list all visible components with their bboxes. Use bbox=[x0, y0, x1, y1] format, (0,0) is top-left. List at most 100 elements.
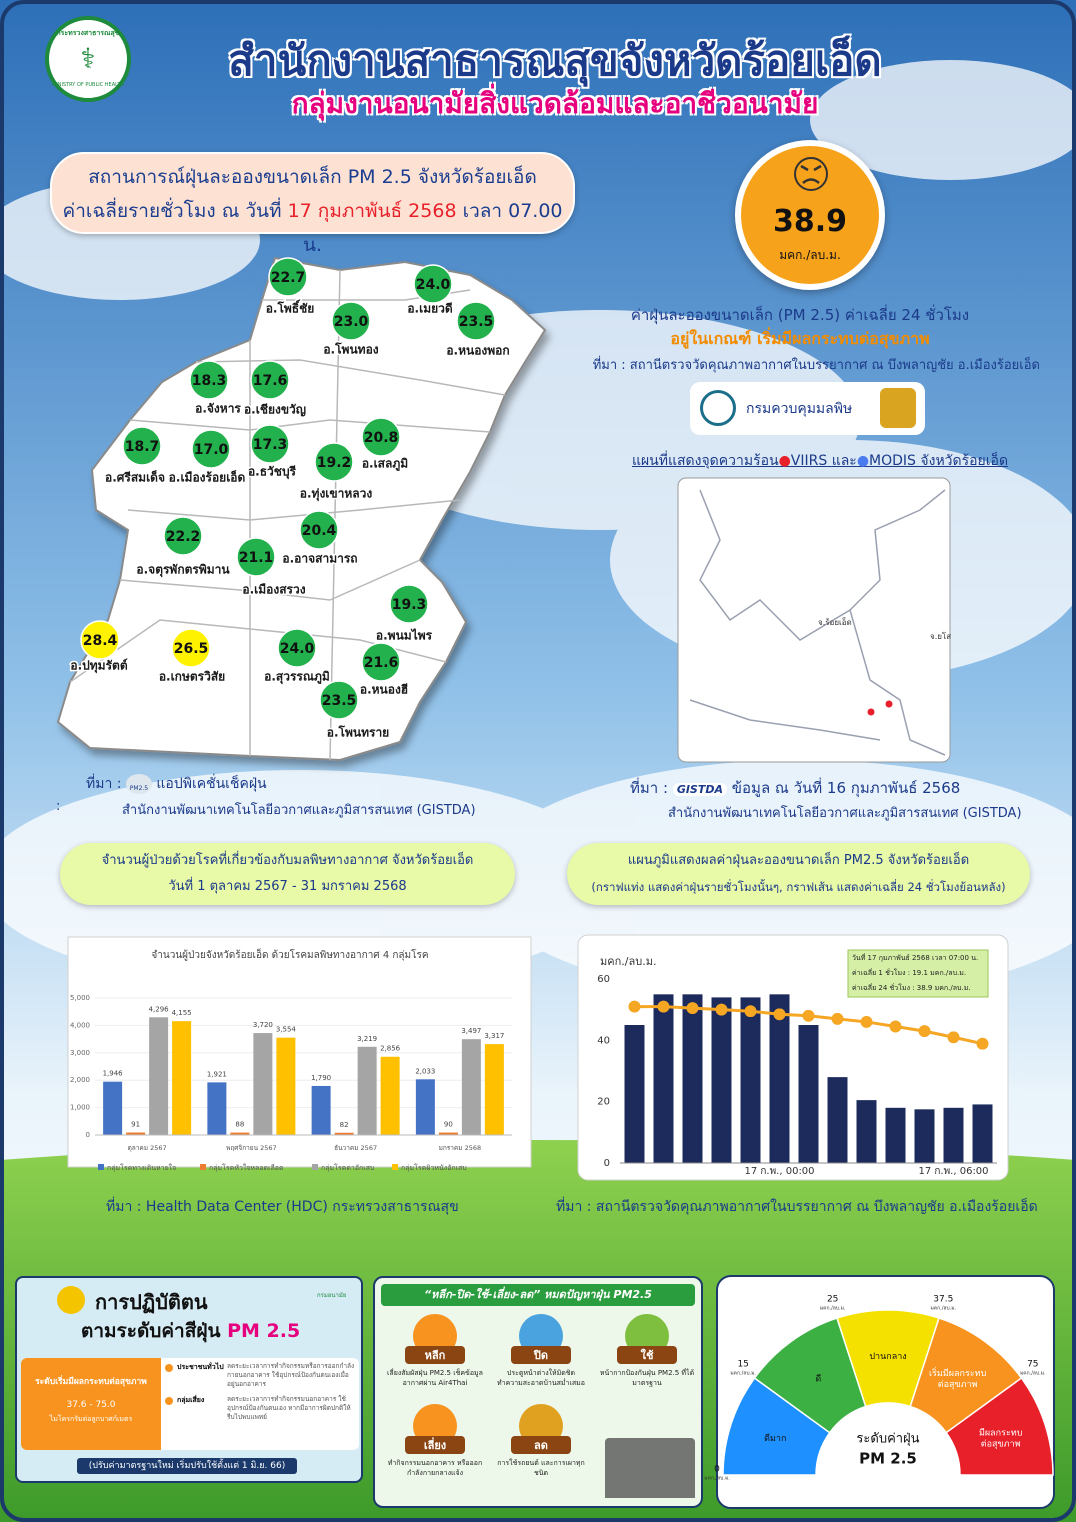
district-name: อ.โพนทอง bbox=[323, 342, 378, 357]
aqi-description: ค่าฝุ่นละอองขนาดเล็ก (PM 2.5) ค่าเฉลี่ย … bbox=[630, 306, 970, 324]
gauge-tick-unit: มคก./ลบ.ม. bbox=[930, 1305, 956, 1311]
mascot bbox=[57, 1286, 85, 1314]
district-name: อ.เชียงขวัญ bbox=[244, 403, 306, 417]
legend-label: กลุ่มโรคหัวใจหลอดเลือด bbox=[209, 1163, 284, 1172]
hotspot bbox=[867, 708, 875, 716]
value-label: 3,317 bbox=[484, 1032, 504, 1040]
district-name: อ.สุวรรณภูมิ bbox=[264, 670, 330, 685]
district-marker bbox=[171, 628, 211, 668]
annotation: วันที่ 17 กุมภาพันธ์ 2568 เวลา 07:00 น. bbox=[852, 953, 978, 962]
bar bbox=[126, 1132, 146, 1135]
district-marker bbox=[268, 257, 308, 297]
bar bbox=[334, 1132, 354, 1135]
gauge-tick: 25 bbox=[827, 1294, 838, 1304]
guide-footer: (ปรับค่ามาตรฐานใหม่ เริ่มปรับใช้ตั้งแต่ … bbox=[77, 1458, 297, 1474]
value-label: 3,720 bbox=[253, 1021, 273, 1029]
aqi-unit: มคก./ลบ.ม. bbox=[779, 248, 841, 262]
guide-title: การปฏิบัติตน bbox=[95, 1290, 208, 1314]
district-name: อ.ปทุมรัตต์ bbox=[70, 659, 127, 674]
guide-panel: การปฏิบัติตน ตามระดับค่าสีฝุ่น PM 2.5 กร… bbox=[15, 1276, 363, 1483]
district-marker bbox=[331, 301, 371, 341]
text: จังหวัดร้อยเอ็ด bbox=[920, 453, 1009, 469]
hotspot-source: ที่มา : GISTDA ข้อมูล ณ วันที่ 16 กุมภาพ… bbox=[630, 776, 960, 800]
group: ประชาชนทั่วไป ลดระยะเวลาการทำกิจกรรมหรือก… bbox=[165, 1362, 355, 1389]
district-marker bbox=[189, 360, 229, 400]
info-box bbox=[847, 949, 989, 998]
app-icon: PM2.5 bbox=[125, 774, 152, 794]
situation-box: สถานการณ์ฝุ่นละอองขนาดเล็ก PM 2.5 จังหวั… bbox=[50, 152, 575, 256]
gauge-subtitle: PM 2.5 bbox=[859, 1450, 917, 1468]
gauge-segment bbox=[945, 1376, 1054, 1476]
hotspot-map bbox=[677, 477, 951, 763]
bar bbox=[943, 1107, 964, 1163]
district-name: อ.เมยวดี bbox=[407, 302, 453, 316]
level-range: 37.6 - 75.0 bbox=[66, 1400, 116, 1410]
aqi-value: 38.9 bbox=[772, 204, 848, 239]
district-marker bbox=[163, 516, 203, 556]
value-label: 82 bbox=[340, 1121, 349, 1129]
tip-text: เลี่ยงสัมผัสฝุ่น PM2.5 เช็คข้อมูลอากาศผ่… bbox=[387, 1369, 483, 1387]
bar bbox=[380, 1056, 400, 1135]
group-dot bbox=[165, 1364, 173, 1372]
district-value: 24.0 bbox=[416, 277, 451, 293]
heading-line: จำนวนผู้ป่วยด้วยโรคที่เกี่ยวข้องกับมลพิษ… bbox=[101, 853, 474, 868]
bar bbox=[769, 994, 790, 1163]
value-label: 2,033 bbox=[415, 1067, 435, 1075]
hotspot-title: แผนที่แสดงจุดความร้อน●VIIRS และ●MODIS จั… bbox=[600, 450, 1040, 472]
district-marker bbox=[299, 510, 339, 550]
bar bbox=[276, 1037, 296, 1135]
tip-keyword: หลีก bbox=[405, 1346, 465, 1364]
line bbox=[628, 1000, 989, 1050]
hotspot bbox=[885, 700, 893, 708]
x-tick-label: 17 ก.พ., 06:00 bbox=[918, 1166, 988, 1177]
y-axis-label: มคก./ลบ.ม. bbox=[600, 955, 656, 968]
aqi-badge: 38.9 มคก./ลบ.ม. bbox=[735, 140, 885, 290]
district-name: อ.หนองพอก bbox=[446, 344, 509, 358]
pm-heading: แผนภูมิแสดงผลค่าฝุ่นละอองขนาดเล็ก PM2.5 … bbox=[567, 843, 1030, 905]
value-label: 3,497 bbox=[461, 1027, 481, 1035]
district-marker bbox=[413, 264, 453, 304]
group-name: ประชาชนทั่วไป bbox=[177, 1363, 224, 1371]
district-marker bbox=[250, 424, 290, 464]
district-value: 17.3 bbox=[253, 437, 288, 453]
text: ข้อมูล ณ วันที่ 16 กุมภาพันธ์ 2568 bbox=[731, 779, 961, 797]
text: และ bbox=[831, 453, 857, 469]
tip-icon: ลด bbox=[511, 1404, 571, 1454]
logo-symbol: ⚕ bbox=[80, 42, 96, 75]
logo: กระทรวงสาธารณสุข ⚕ MINISTRY OF PUBLIC HE… bbox=[45, 16, 131, 102]
pcd-logo bbox=[700, 390, 736, 426]
gauge-level: ดีมาก bbox=[764, 1433, 786, 1444]
legend-label: กลุ่มโรคผิวหนังอักเสบ bbox=[401, 1163, 467, 1172]
district-value: 19.3 bbox=[392, 597, 427, 613]
map-source-org: สำนักงานพัฒนาเทคโนโลยีอวกาศและภูมิสารสนเ… bbox=[122, 803, 476, 818]
district-marker bbox=[122, 426, 162, 466]
gauge-tick: 75 bbox=[1027, 1359, 1038, 1369]
chart-title: จำนวนผู้ป่วยจังหวัดร้อยเอ็ด ด้วยโรคมลพิษ… bbox=[151, 947, 428, 961]
legend-swatch bbox=[312, 1164, 318, 1170]
district-value: 23.5 bbox=[322, 693, 357, 709]
bar bbox=[653, 994, 674, 1163]
tips-panel: “หลีก-ปิด-ใช้-เลี่ยง-ลด” หมดปัญหาฝุ่น PM… bbox=[373, 1276, 703, 1508]
district-name: อ.ทุ่งเขาหลวง bbox=[300, 487, 373, 502]
y-tick-label: 20 bbox=[597, 1097, 610, 1108]
factory bbox=[605, 1438, 695, 1498]
bar bbox=[172, 1021, 192, 1135]
tip-icon: ปิด bbox=[511, 1314, 571, 1364]
district-marker bbox=[236, 537, 276, 577]
text: แอปพิเคชั่นเช็คฝุ่น bbox=[156, 776, 267, 792]
group-dot bbox=[165, 1397, 173, 1405]
bar bbox=[914, 1109, 935, 1163]
district-marker bbox=[314, 442, 354, 482]
x-tick-label: ธันวาคม 2567 bbox=[334, 1144, 377, 1152]
group-text: ลดระยะเวลาการทำกิจกรรมหรือการออกกำลังกาย… bbox=[227, 1362, 355, 1388]
tip-icon: ใช้ bbox=[617, 1314, 677, 1364]
district-value: 18.3 bbox=[192, 373, 227, 389]
tip: ปิด ประตูหน้าต่างให้มิดชิด ทำความสะอาดบ้า… bbox=[493, 1314, 589, 1388]
gauge-level: เริ่มมีผลกระทบ bbox=[929, 1366, 987, 1379]
tip-icon: หลีก bbox=[405, 1314, 465, 1364]
x-tick-label: มกราคม 2568 bbox=[439, 1144, 482, 1152]
hotspot-borders bbox=[689, 489, 946, 756]
bar bbox=[740, 997, 761, 1163]
gauge-tick-unit: มคก./ลบ.ม. bbox=[730, 1370, 756, 1376]
bar bbox=[856, 1100, 877, 1163]
